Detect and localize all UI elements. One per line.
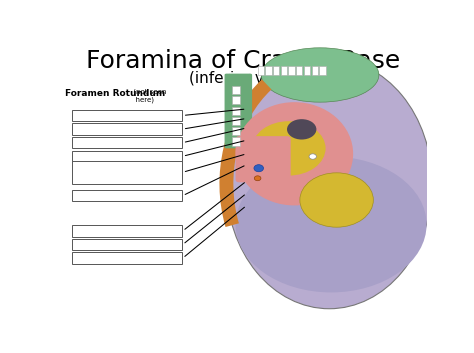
Text: Foramen Rotundum: Foramen Rotundum bbox=[65, 89, 165, 97]
FancyBboxPatch shape bbox=[72, 150, 182, 162]
FancyBboxPatch shape bbox=[72, 252, 182, 264]
Bar bbox=[265, 66, 272, 75]
FancyBboxPatch shape bbox=[72, 123, 182, 135]
Bar bbox=[273, 66, 279, 75]
Bar bbox=[304, 66, 310, 75]
Bar bbox=[289, 66, 295, 75]
Bar bbox=[311, 66, 318, 75]
Bar bbox=[232, 127, 240, 135]
Bar bbox=[232, 107, 240, 115]
Ellipse shape bbox=[252, 121, 326, 175]
Bar bbox=[296, 66, 302, 75]
Ellipse shape bbox=[227, 59, 432, 309]
Bar bbox=[232, 86, 240, 94]
Bar bbox=[232, 117, 240, 125]
FancyBboxPatch shape bbox=[72, 225, 182, 237]
Bar bbox=[232, 96, 240, 104]
FancyBboxPatch shape bbox=[72, 137, 182, 148]
Ellipse shape bbox=[236, 102, 353, 205]
FancyBboxPatch shape bbox=[72, 190, 182, 201]
Text: Foramina of Cranial Base: Foramina of Cranial Base bbox=[86, 49, 400, 73]
FancyBboxPatch shape bbox=[225, 74, 252, 148]
Circle shape bbox=[255, 176, 261, 181]
Text: (not seen
  here): (not seen here) bbox=[131, 89, 166, 103]
FancyBboxPatch shape bbox=[72, 239, 182, 250]
FancyBboxPatch shape bbox=[236, 136, 291, 183]
Ellipse shape bbox=[287, 119, 317, 139]
Circle shape bbox=[254, 164, 264, 172]
Ellipse shape bbox=[261, 48, 379, 102]
Ellipse shape bbox=[236, 156, 427, 292]
Circle shape bbox=[300, 173, 374, 227]
Bar bbox=[232, 137, 240, 146]
Circle shape bbox=[309, 154, 316, 159]
Text: (inferior view): (inferior view) bbox=[190, 71, 296, 86]
FancyBboxPatch shape bbox=[72, 110, 182, 121]
Bar bbox=[258, 66, 264, 75]
FancyBboxPatch shape bbox=[72, 161, 182, 184]
Bar bbox=[319, 66, 326, 75]
Bar bbox=[281, 66, 287, 75]
